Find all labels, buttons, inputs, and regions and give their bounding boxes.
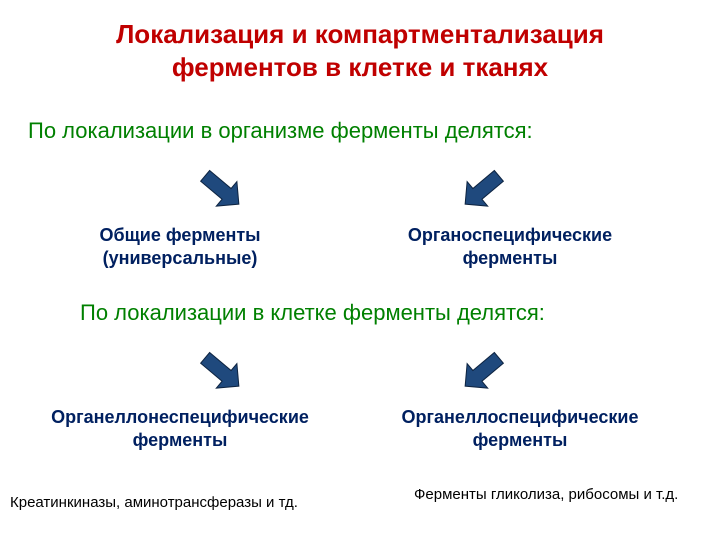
section1-left-label: Общие ферменты (универсальные) [70,224,290,271]
arrow-down-right-icon [452,160,512,220]
footnote-right: Ферменты гликолиза, рибосомы и т.д. [414,486,678,504]
arrow-down-left-icon [192,342,252,402]
slide: Локализация и компартментализация фермен… [0,0,720,540]
footnote-left: Креатинкиназы, аминотрансферазы и тд. [10,494,298,512]
section2-right-label: Органеллоспецифические ферменты [370,406,670,453]
section1-right-label: Органоспецифические ферменты [380,224,640,271]
arrow-down-left-icon [192,160,252,220]
section2-left-label: Органеллонеспецифические ферменты [30,406,330,453]
slide-title: Локализация и компартментализация фермен… [40,18,680,83]
section2-heading: По локализации в клетке ферменты делятся… [80,300,690,326]
section1-heading: По локализации в организме ферменты деля… [28,118,690,144]
arrow-down-right-icon [452,342,512,402]
